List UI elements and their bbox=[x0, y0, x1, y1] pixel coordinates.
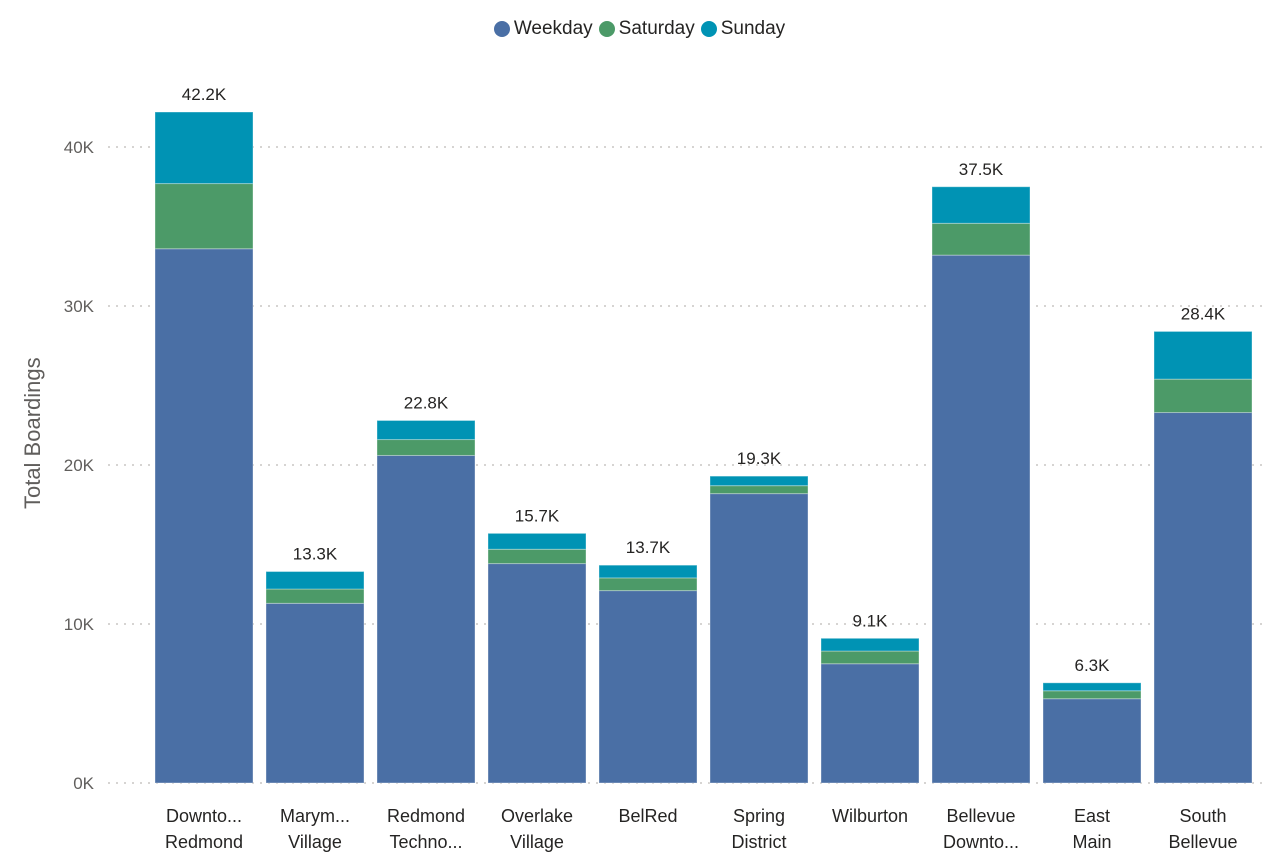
legend-marker-icon bbox=[700, 21, 717, 37]
bar-segment-weekday bbox=[265, 602, 365, 784]
x-category-label: Downto... bbox=[166, 806, 242, 826]
total-data-label: 22.8K bbox=[404, 393, 449, 412]
bar-segment-sunday bbox=[709, 475, 809, 487]
bar-segment-sunday bbox=[154, 111, 254, 185]
total-data-label: 6.3K bbox=[1075, 656, 1111, 675]
y-tick-label: 10K bbox=[64, 615, 95, 634]
y-tick-label: 30K bbox=[64, 297, 95, 316]
y-tick-label: 20K bbox=[64, 456, 95, 475]
bar-segment-sunday bbox=[1153, 330, 1253, 380]
legend-item-sunday[interactable]: Sunday bbox=[700, 18, 786, 40]
x-category-label: Overlake bbox=[501, 806, 573, 826]
bar-segment-weekday bbox=[709, 493, 809, 784]
total-data-label: 19.3K bbox=[737, 449, 782, 468]
bar-segment-weekday bbox=[154, 248, 254, 784]
bar-segment-sunday bbox=[931, 186, 1031, 224]
bar-segment-saturday bbox=[709, 485, 809, 495]
legend-marker-icon bbox=[493, 21, 510, 37]
x-category-label: Downto... bbox=[943, 832, 1019, 852]
x-category-label: BelRed bbox=[618, 806, 677, 826]
bar-segment-sunday bbox=[820, 637, 920, 652]
x-category-label: Spring bbox=[733, 806, 785, 826]
legend: Weekday Saturday Sunday bbox=[0, 18, 1279, 40]
legend-item-weekday[interactable]: Weekday bbox=[493, 18, 593, 40]
total-data-label: 42.2K bbox=[182, 85, 227, 104]
y-tick-label: 40K bbox=[64, 138, 95, 157]
bar-segment-saturday bbox=[931, 222, 1031, 256]
total-data-label: 28.4K bbox=[1181, 304, 1226, 323]
bar-segment-sunday bbox=[376, 419, 476, 441]
legend-label: Weekday bbox=[513, 18, 593, 39]
legend-label: Sunday bbox=[720, 18, 786, 39]
bar-segment-sunday bbox=[598, 564, 698, 579]
bar-segment-saturday bbox=[1153, 378, 1253, 414]
x-category-label: South bbox=[1179, 806, 1226, 826]
bar-segment-weekday bbox=[1042, 698, 1142, 784]
x-category-label: Main bbox=[1072, 832, 1111, 852]
bar-segment-sunday bbox=[1042, 682, 1142, 692]
x-category-label: Techno... bbox=[389, 832, 462, 852]
x-category-label: Bellevue bbox=[1168, 832, 1237, 852]
bar-segment-weekday bbox=[820, 663, 920, 784]
bar-segment-saturday bbox=[487, 548, 587, 565]
x-category-label: Bellevue bbox=[946, 806, 1015, 826]
x-category-label: East bbox=[1074, 806, 1110, 826]
bar-segment-saturday bbox=[820, 650, 920, 665]
legend-item-saturday[interactable]: Saturday bbox=[598, 18, 695, 40]
bar-segment-weekday bbox=[376, 454, 476, 784]
bar-segment-saturday bbox=[1042, 690, 1142, 700]
x-category-label: District bbox=[732, 832, 787, 852]
bar-segment-sunday bbox=[487, 532, 587, 550]
total-data-label: 37.5K bbox=[959, 160, 1004, 179]
x-category-label: Village bbox=[510, 832, 564, 852]
bar-segment-weekday bbox=[487, 563, 587, 784]
bar-segment-sunday bbox=[265, 571, 365, 590]
total-data-label: 13.3K bbox=[293, 545, 338, 564]
y-axis-title: Total Boardings bbox=[20, 357, 45, 509]
x-category-label: Marym... bbox=[280, 806, 350, 826]
bar-segment-saturday bbox=[154, 183, 254, 250]
bar-segment-saturday bbox=[376, 439, 476, 456]
legend-label: Saturday bbox=[618, 18, 695, 39]
x-category-label: Village bbox=[288, 832, 342, 852]
bar-segment-weekday bbox=[931, 254, 1031, 784]
bar-segment-saturday bbox=[265, 588, 365, 604]
y-tick-label: 0K bbox=[73, 774, 94, 793]
total-data-label: 9.1K bbox=[853, 611, 889, 630]
x-category-label: Redmond bbox=[387, 806, 465, 826]
total-data-label: 13.7K bbox=[626, 538, 671, 557]
bar-segment-weekday bbox=[598, 590, 698, 784]
bar-segment-saturday bbox=[598, 577, 698, 592]
legend-marker-icon bbox=[598, 21, 615, 37]
bar-segment-weekday bbox=[1153, 412, 1253, 784]
x-category-label: Wilburton bbox=[832, 806, 908, 826]
x-category-label: Redmond bbox=[165, 832, 243, 852]
total-data-label: 15.7K bbox=[515, 506, 560, 525]
